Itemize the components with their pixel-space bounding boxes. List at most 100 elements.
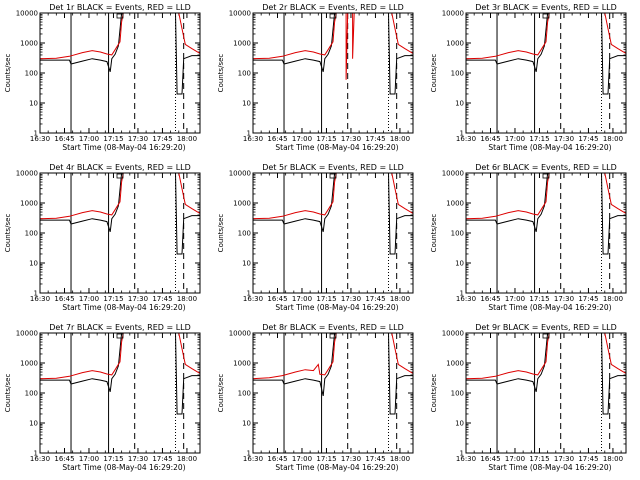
- events-series-line: [253, 13, 413, 95]
- x-tick-label: 17:30: [128, 135, 148, 143]
- chart-title: Det 1r BLACK = Events, RED = LLD: [49, 3, 191, 12]
- y-tick-label: 1: [34, 290, 38, 298]
- chart-title: Det 6r BLACK = Events, RED = LLD: [475, 163, 617, 172]
- y-tick-label: 10: [455, 260, 464, 268]
- lld-series-line: [466, 173, 626, 220]
- y-tick-label: 1: [247, 130, 251, 138]
- y-tick-label: 10: [29, 260, 38, 268]
- x-tick-label: 17:45: [152, 455, 172, 463]
- x-tick-label: 17:30: [554, 135, 574, 143]
- lld-series-line: [253, 173, 413, 220]
- lld-series-line: [40, 13, 200, 60]
- chart-panel-7: Det 7r BLACK = Events, RED = LLD Counts/s…: [4, 323, 201, 472]
- lld-series-line: [40, 333, 200, 380]
- x-tick-label: 17:15: [103, 135, 123, 143]
- events-series-line: [253, 333, 413, 415]
- y-tick-label: 1000: [233, 360, 251, 368]
- x-tick-label: 17:00: [292, 455, 312, 463]
- y-tick-label: 1000: [20, 360, 38, 368]
- events-series-line: [253, 173, 413, 255]
- chart-title: Det 7r BLACK = Events, RED = LLD: [49, 323, 191, 332]
- x-tick-label: 18:00: [603, 455, 623, 463]
- y-tick-label: 1: [460, 130, 464, 138]
- x-tick-label: 16:30: [456, 135, 476, 143]
- x-tick-label: 17:30: [128, 295, 148, 303]
- x-axis-label: Start Time (08-May-04 16:29:20): [275, 303, 398, 312]
- x-tick-label: 16:45: [480, 455, 500, 463]
- x-tick-label: 17:15: [529, 295, 549, 303]
- lld-series-line: [466, 333, 626, 380]
- y-tick-label: 100: [238, 230, 251, 238]
- y-tick-label: 100: [451, 390, 464, 398]
- lld-series-line: [466, 13, 626, 60]
- y-axis-label: Counts/sec: [430, 374, 438, 413]
- y-tick-label: 10: [29, 100, 38, 108]
- x-tick-label: 16:30: [243, 135, 263, 143]
- y-tick-label: 10000: [442, 10, 464, 18]
- y-tick-label: 100: [238, 70, 251, 78]
- x-tick-label: 17:00: [79, 455, 99, 463]
- x-tick-label: 16:30: [30, 135, 50, 143]
- x-tick-label: 17:15: [529, 135, 549, 143]
- y-tick-label: 1000: [20, 40, 38, 48]
- chart-title: Det 3r BLACK = Events, RED = LLD: [475, 3, 617, 12]
- x-tick-label: 17:45: [365, 295, 385, 303]
- x-axis-label: Start Time (08-May-04 16:29:20): [62, 303, 185, 312]
- chart-panel-4: Det 4r BLACK = Events, RED = LLD Counts/s…: [4, 163, 201, 312]
- saturation-marker: [329, 333, 337, 339]
- y-tick-label: 10000: [442, 170, 464, 178]
- x-tick-label: 17:15: [103, 455, 123, 463]
- chart-title: Det 5r BLACK = Events, RED = LLD: [262, 163, 404, 172]
- events-series-line: [466, 333, 626, 415]
- x-tick-label: 17:45: [578, 455, 598, 463]
- x-tick-label: 17:30: [341, 295, 361, 303]
- lld-series-line: [40, 173, 200, 220]
- x-tick-label: 18:00: [177, 135, 197, 143]
- chart-panel-9: Det 9r BLACK = Events, RED = LLD Counts/s…: [430, 323, 627, 472]
- y-tick-label: 100: [238, 390, 251, 398]
- y-tick-label: 1: [34, 450, 38, 458]
- x-axis-label: Start Time (08-May-04 16:29:20): [275, 463, 398, 472]
- saturation-marker: [116, 13, 124, 19]
- x-axis-label: Start Time (08-May-04 16:29:20): [62, 143, 185, 152]
- plot-frame: [465, 12, 627, 134]
- x-tick-label: 17:00: [505, 455, 525, 463]
- chart-panel-1: Det 1r BLACK = Events, RED = LLD Counts/s…: [4, 3, 201, 152]
- x-tick-label: 18:00: [390, 135, 410, 143]
- x-tick-label: 17:30: [554, 455, 574, 463]
- plot-frame: [252, 332, 414, 454]
- chart-title: Det 2r BLACK = Events, RED = LLD: [262, 3, 404, 12]
- plot-frame: [39, 172, 201, 294]
- plot-frame: [252, 12, 414, 134]
- x-tick-label: 17:30: [128, 455, 148, 463]
- x-tick-label: 16:45: [480, 135, 500, 143]
- x-tick-label: 18:00: [390, 295, 410, 303]
- saturation-marker: [116, 173, 124, 179]
- x-tick-label: 16:45: [54, 455, 74, 463]
- x-tick-label: 17:45: [365, 455, 385, 463]
- y-axis-label: Counts/sec: [4, 214, 12, 253]
- chart-panel-8: Det 8r BLACK = Events, RED = LLD Counts/s…: [217, 323, 414, 472]
- y-axis-label: Counts/sec: [217, 374, 225, 413]
- y-axis-label: Counts/sec: [4, 54, 12, 93]
- saturation-marker: [329, 13, 337, 19]
- y-tick-label: 1000: [446, 40, 464, 48]
- y-tick-label: 100: [25, 70, 38, 78]
- x-tick-label: 18:00: [177, 455, 197, 463]
- x-axis-label: Start Time (08-May-04 16:29:20): [488, 463, 611, 472]
- saturation-marker: [329, 173, 337, 179]
- y-tick-label: 100: [451, 70, 464, 78]
- x-tick-label: 16:30: [30, 455, 50, 463]
- y-tick-label: 10: [242, 260, 251, 268]
- y-tick-label: 1: [247, 290, 251, 298]
- y-tick-label: 1000: [446, 360, 464, 368]
- y-tick-label: 10000: [229, 330, 251, 338]
- chart-panel-3: Det 3r BLACK = Events, RED = LLD Counts/s…: [430, 3, 627, 152]
- x-tick-label: 16:45: [267, 135, 287, 143]
- x-tick-label: 17:45: [578, 135, 598, 143]
- events-series-line: [40, 333, 200, 415]
- y-axis-label: Counts/sec: [217, 54, 225, 93]
- y-tick-label: 10000: [229, 10, 251, 18]
- y-tick-label: 1: [247, 450, 251, 458]
